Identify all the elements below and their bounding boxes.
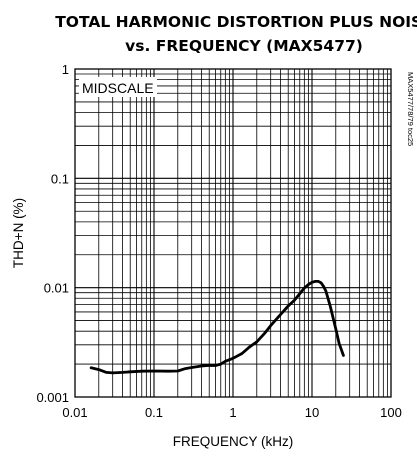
chart-subtitle: vs. FREQUENCY (MAX5477): [125, 37, 363, 55]
side-reference-label: MAX5477/78/79 toc25: [406, 72, 415, 146]
x-tick-label: 0.01: [62, 405, 87, 420]
chart-title: TOTAL HARMONIC DISTORTION PLUS NOISE: [55, 13, 417, 31]
series-line: [89, 280, 345, 375]
x-tick-label: 100: [380, 405, 402, 420]
grid: [75, 69, 391, 397]
x-axis-label: FREQUENCY (kHz): [173, 434, 294, 449]
x-tick-label: 0.1: [145, 405, 163, 420]
plot-frame: [74, 68, 392, 398]
annotation-background: [79, 77, 157, 97]
x-tick-label: 1: [229, 405, 236, 420]
y-tick-label: 0.01: [44, 281, 69, 296]
y-tick-label: 0.1: [51, 171, 69, 186]
y-tick-label: 1: [62, 62, 69, 77]
y-axis-label: THD+N (%): [11, 198, 26, 268]
midscale-annotation: MIDSCALE: [82, 80, 154, 96]
x-tick-label: 10: [305, 405, 319, 420]
y-tick-label: 0.001: [36, 390, 69, 405]
